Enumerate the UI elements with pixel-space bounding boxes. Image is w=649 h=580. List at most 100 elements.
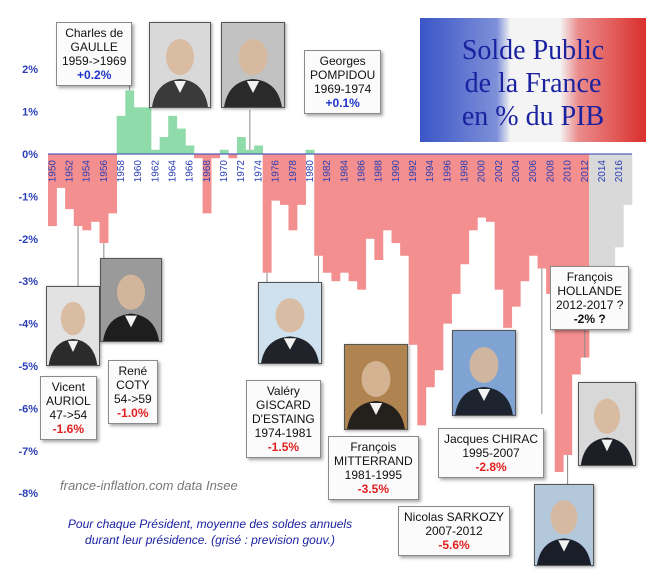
bar-1999 — [468, 154, 478, 231]
bar-1993 — [417, 154, 427, 426]
title-banner: Solde Public de la France en % du PIB — [420, 18, 646, 142]
hollande-photo — [578, 382, 636, 466]
sarkozy-line-1: Nicolas SARKOZY — [404, 510, 505, 524]
bar-1980 — [305, 149, 315, 154]
mitterrand-value: -3.5% — [357, 482, 390, 496]
bar-2000 — [477, 154, 487, 218]
x-tick-label: 1956 — [99, 160, 110, 183]
bar-1975 — [262, 154, 272, 273]
pompidou-value: +0.1% — [325, 96, 360, 110]
x-tick-labels: 1950 1952 1954 1956 1958 1960 1962 1964 1966 1968… — [47, 160, 625, 183]
portrait-icon — [536, 500, 592, 565]
title-line-1: Solde Public — [461, 35, 605, 66]
x-tick-label: 1990 — [391, 160, 402, 183]
bar-1989 — [382, 154, 392, 231]
auriol-line-2: AURIOL — [46, 394, 91, 408]
x-tick-label: 1986 — [356, 160, 367, 183]
x-tick-label: 1980 — [305, 160, 316, 183]
bar-2011 — [571, 154, 581, 375]
x-tick-label: 1960 — [133, 160, 144, 183]
bar-1979 — [297, 154, 306, 205]
bar-2017 — [623, 154, 633, 205]
y-tick-label: 1% — [22, 107, 38, 119]
title-line-2: de la France — [464, 68, 602, 99]
bar-1965 — [176, 128, 186, 154]
x-tick-label: 1962 — [150, 160, 161, 183]
bar-1966 — [185, 145, 195, 154]
pompidou-line-1: Georges — [319, 54, 366, 68]
x-tick-label: 1964 — [168, 160, 179, 183]
bar-1951 — [56, 154, 66, 188]
x-tick-label: 1952 — [64, 160, 75, 183]
bar-1954 — [82, 154, 92, 231]
source-watermark: france-inflation.com data Insee — [60, 478, 238, 493]
x-tick-label: 2014 — [597, 160, 608, 183]
y-tick-label: -3% — [18, 276, 38, 288]
chart-caption: Pour chaque Président, moyenne des solde… — [30, 516, 390, 548]
hollande-line-3: 2012-2017 ? — [556, 298, 624, 312]
hollande-line-2: HOLLANDE — [557, 284, 623, 298]
x-tick-label: 1974 — [253, 160, 264, 183]
bar-1957 — [108, 154, 118, 214]
coty-line-3: 54->59 — [114, 392, 152, 406]
x-tick-label: 2008 — [545, 160, 556, 183]
caption-line-2: durant leur présidence. (grisé : previsi… — [85, 533, 335, 547]
y-tick-label: -2% — [18, 234, 38, 246]
x-tick-label: 1968 — [202, 160, 213, 183]
bar-1968 — [202, 154, 212, 214]
giscard-line-1: Valéry — [266, 384, 300, 398]
x-tick-label: 1970 — [219, 160, 230, 183]
degaulle-line-3: 1959->1969 — [62, 54, 127, 68]
bar-2008 — [546, 154, 556, 294]
bar-1971 — [228, 154, 238, 159]
bar-1974 — [254, 145, 264, 154]
portrait-icon — [261, 298, 319, 363]
bar-1958 — [116, 115, 126, 154]
annotation-mitterrand: François MITTERRAND 1981-1995 -3.5% — [328, 436, 419, 500]
mitterrand-line-1: François — [350, 440, 397, 454]
bar-1992 — [408, 154, 418, 345]
mitterrand-line-2: MITTERRAND — [334, 454, 413, 468]
bar-2007 — [537, 154, 547, 269]
x-tick-label: 1978 — [288, 160, 299, 183]
x-tick-label: 1996 — [442, 160, 453, 183]
y-tick-label: 0% — [22, 149, 38, 161]
bar-1976 — [271, 154, 281, 201]
bar-1972 — [236, 137, 246, 154]
chirac-line-1: Jacques CHIRAC — [444, 432, 539, 446]
x-tick-label: 1954 — [82, 160, 93, 183]
bar-2001 — [486, 154, 495, 222]
x-tick-label: 2004 — [511, 160, 522, 183]
portrait-icon — [48, 301, 98, 365]
annotation-pompidou: Georges POMPIDOU 1969-1974 +0.1% — [304, 50, 382, 114]
bar-1986 — [357, 154, 367, 290]
x-tick-label: 2002 — [494, 160, 505, 183]
auriol-photo — [46, 286, 100, 366]
annotation-chirac: Jacques CHIRAC 1995-2007 -2.8% — [438, 428, 545, 478]
giscard-line-3: D'ESTAING — [252, 412, 315, 426]
bar-1982 — [322, 154, 332, 273]
bar-2012 — [580, 154, 590, 358]
auriol-value: -1.6% — [52, 422, 85, 436]
bar-1956 — [99, 154, 109, 244]
bar-2016 — [614, 154, 624, 248]
bar-2014 — [597, 154, 607, 307]
chirac-line-2: 1995-2007 — [462, 446, 520, 460]
hollande-value: -2% ? — [573, 312, 606, 326]
pompidou-line-2: POMPIDOU — [310, 68, 376, 82]
coty-line-2: COTY — [116, 378, 150, 392]
bar-1983 — [331, 154, 341, 282]
x-tick-label: 1988 — [374, 160, 385, 183]
bar-1990 — [391, 154, 401, 244]
annotation-degaulle: Charles de GAULLE 1959->1969 +0.2% — [56, 22, 133, 86]
bar-1967 — [194, 154, 203, 159]
bar-2002 — [494, 154, 504, 290]
mitterrand-line-3: 1981-1995 — [344, 468, 403, 482]
portrait-icon — [152, 39, 208, 107]
y-tick-label: -7% — [18, 446, 38, 458]
chart-title: Solde Public de la France en % du PIB — [420, 34, 646, 133]
portrait-icon — [224, 39, 282, 107]
portrait-icon — [103, 274, 159, 341]
bar-1961 — [142, 107, 152, 154]
